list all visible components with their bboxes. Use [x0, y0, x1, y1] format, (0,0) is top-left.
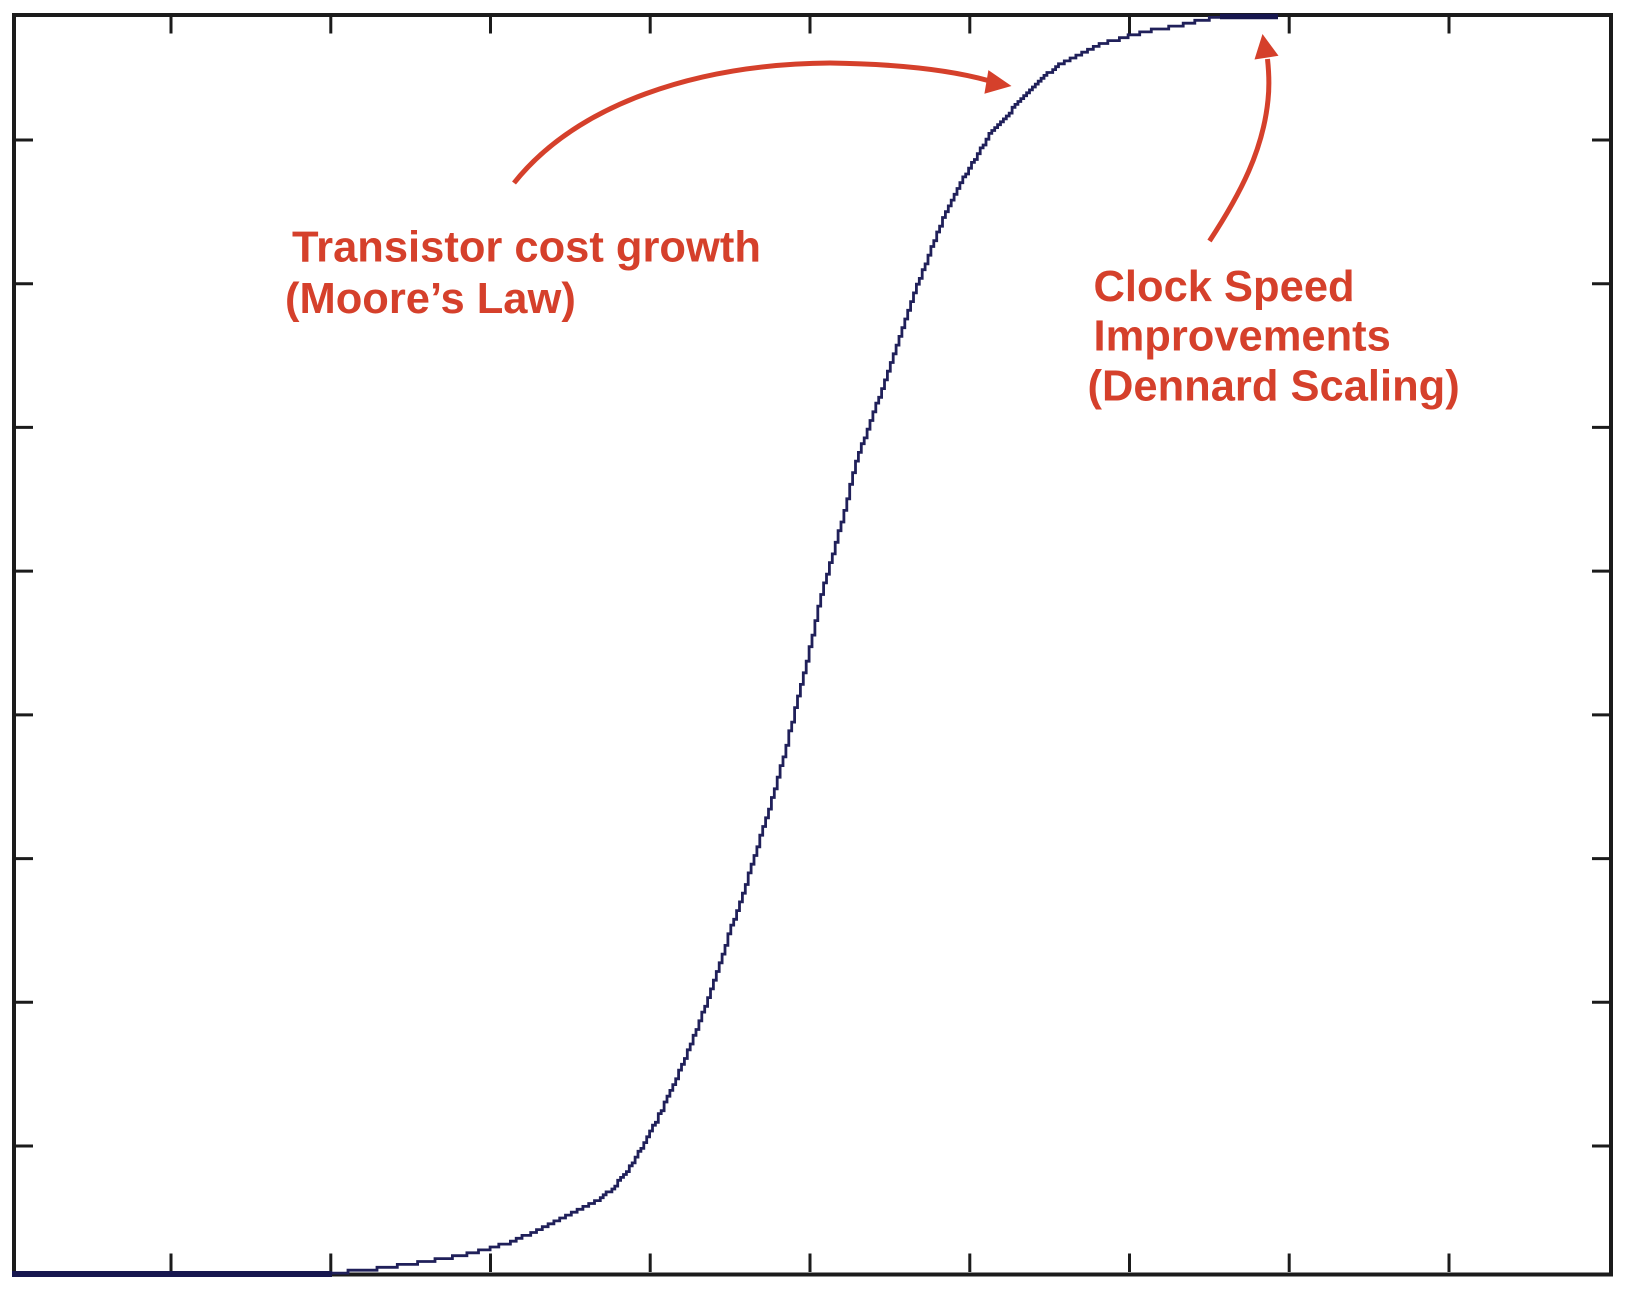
svg-text:(Dennard Scaling): (Dennard Scaling): [1088, 362, 1460, 410]
svg-text:Improvements: Improvements: [1094, 312, 1391, 360]
svg-text:Clock Speed: Clock Speed: [1094, 263, 1355, 311]
svg-text:(Moore’s Law): (Moore’s Law): [285, 275, 576, 323]
svg-text:Transistor cost growth: Transistor cost growth: [292, 224, 761, 272]
